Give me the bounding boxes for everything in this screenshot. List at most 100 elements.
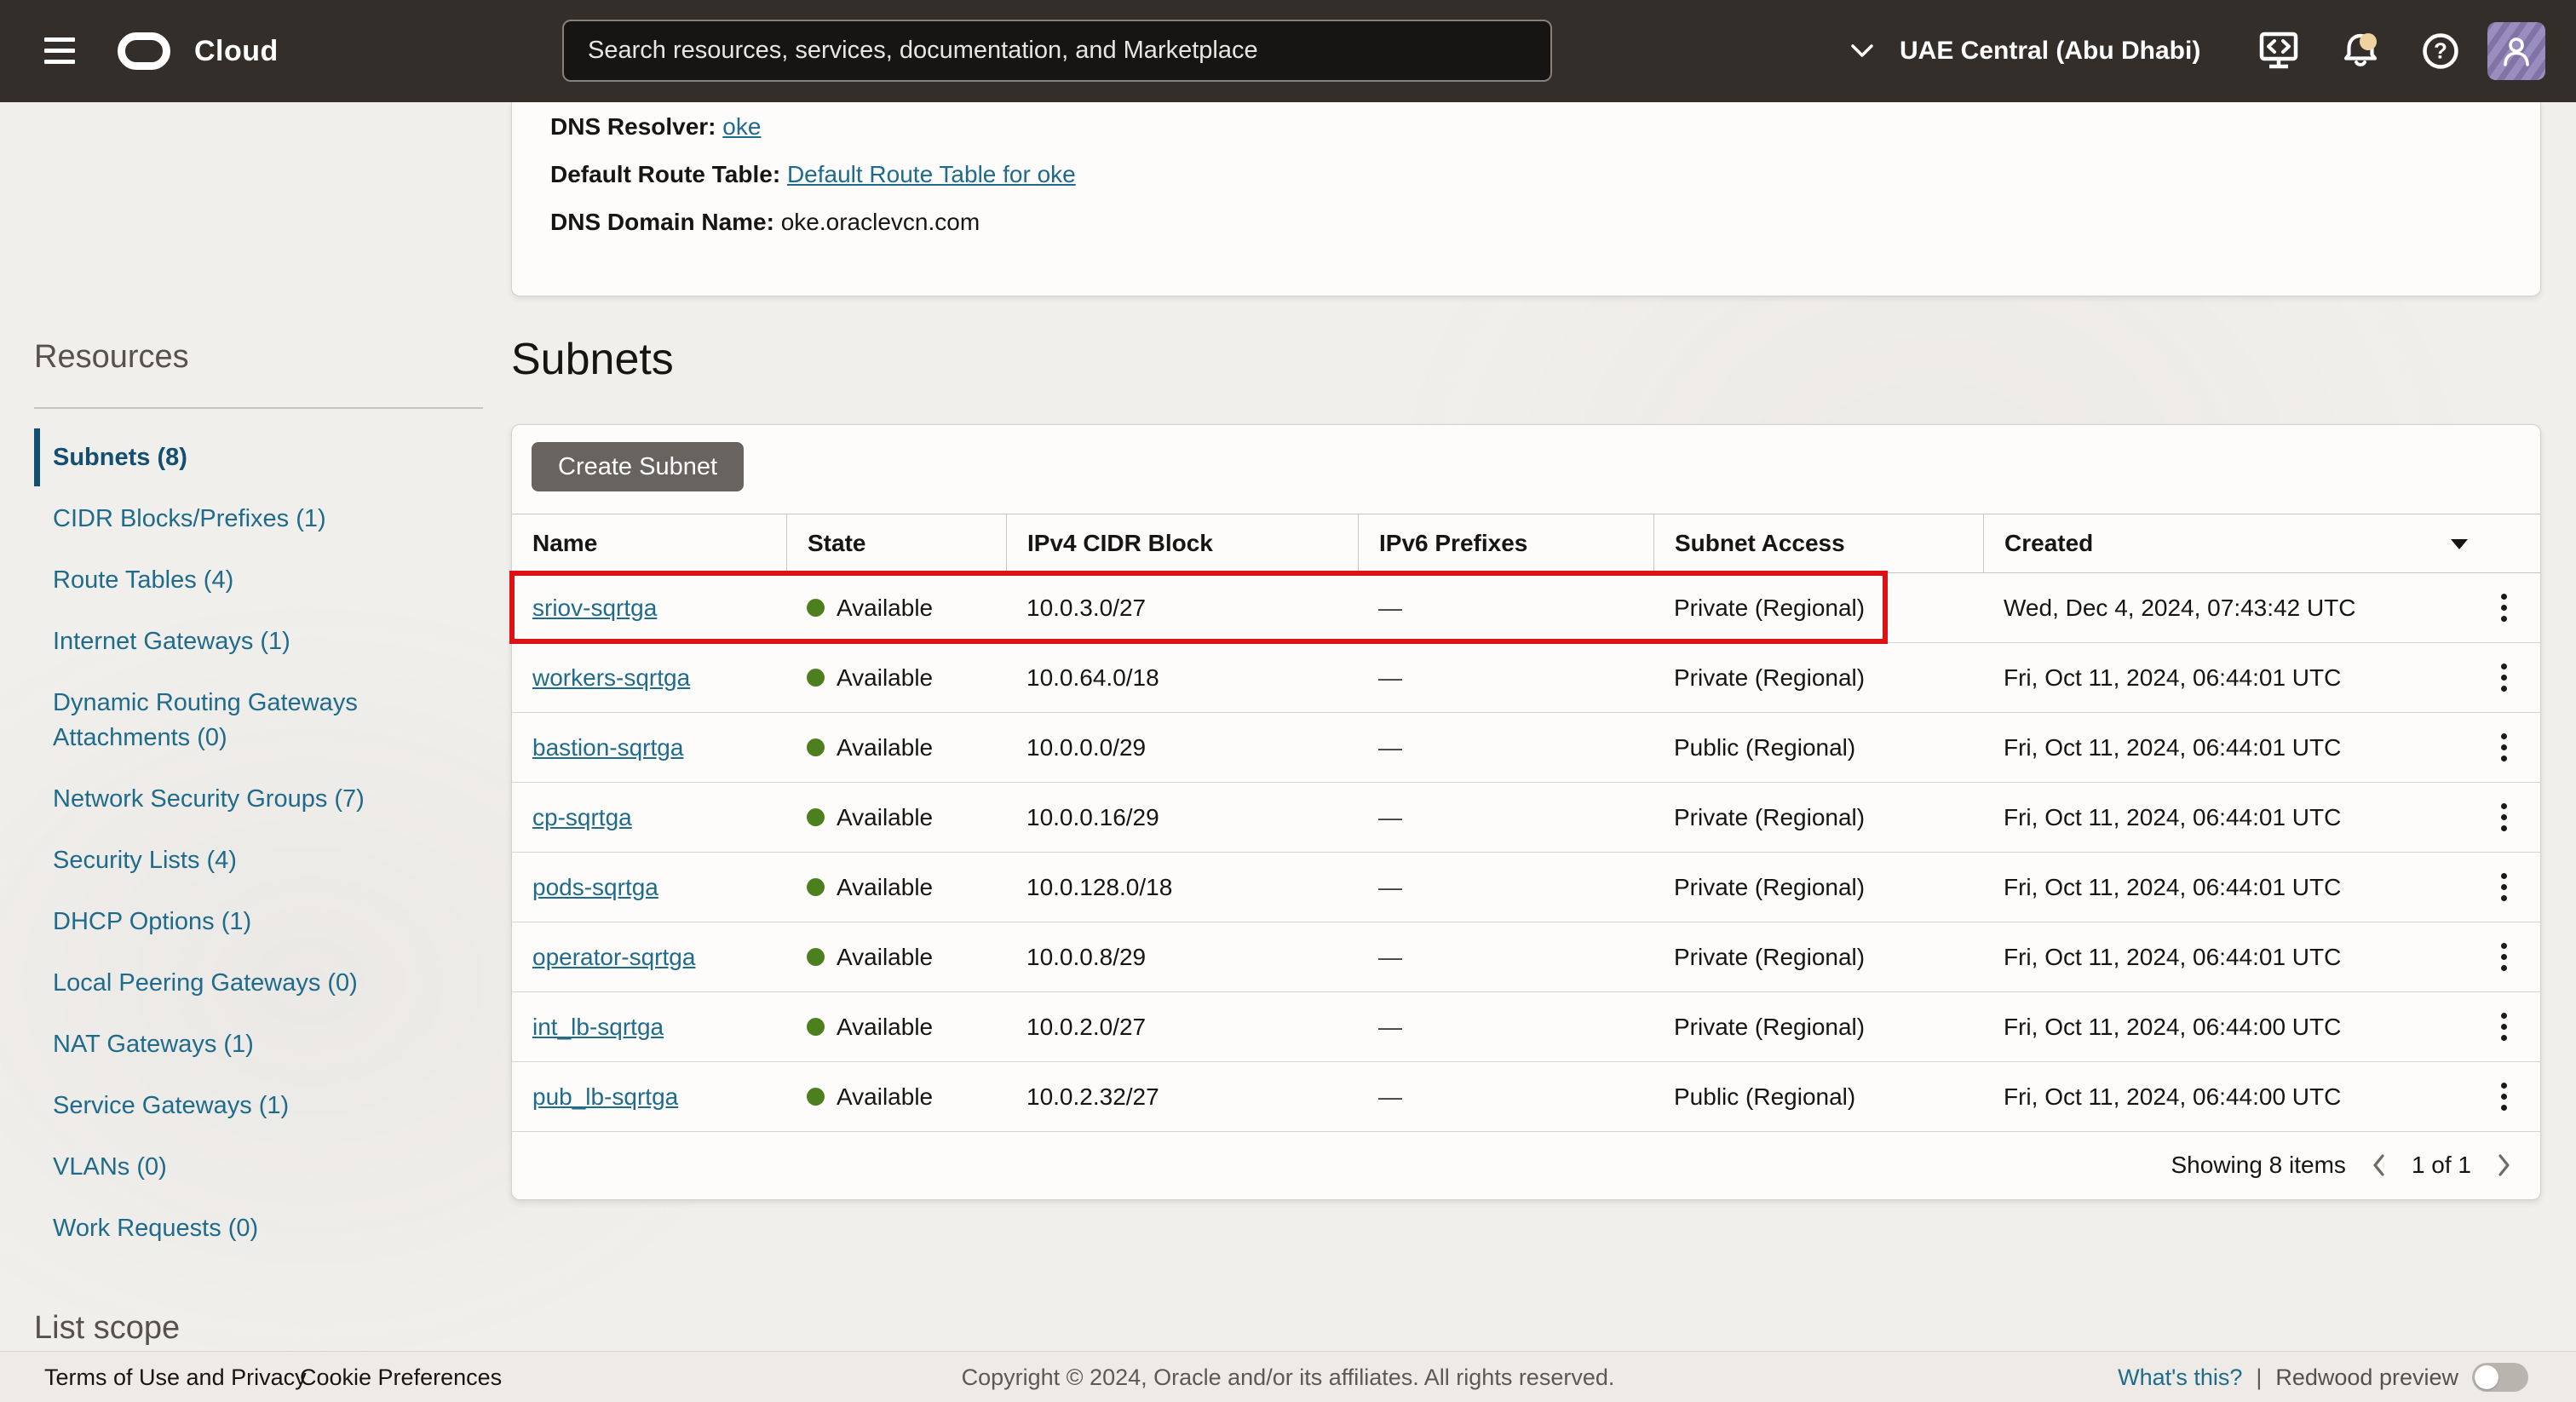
status-dot-icon bbox=[807, 948, 825, 966]
page-title: Subnets bbox=[511, 335, 674, 384]
terms-link[interactable]: Terms of Use and Privacy bbox=[44, 1364, 307, 1390]
ipv6-prefixes-cell: — bbox=[1378, 1013, 1402, 1040]
vcn-details-card: DNS Resolver: oke Default Route Table: D… bbox=[511, 102, 2541, 296]
sort-descending-icon[interactable] bbox=[2451, 539, 2468, 549]
dns-resolver-line: DNS Resolver: oke bbox=[550, 114, 2540, 140]
kebab-menu-icon[interactable] bbox=[2489, 589, 2518, 627]
sidebar-item-link[interactable]: Subnets (8) bbox=[53, 444, 187, 471]
sidebar-item: VLANs (0) bbox=[0, 1150, 460, 1185]
name-cell: operator-sqrtga bbox=[512, 922, 786, 991]
ipv6-prefixes-cell: — bbox=[1378, 733, 1402, 761]
subnet-name-link[interactable]: cp-sqrtga bbox=[532, 803, 632, 830]
page-prev-icon[interactable] bbox=[2372, 1152, 2386, 1178]
subnet-name-link[interactable]: int_lb-sqrtga bbox=[532, 1013, 664, 1040]
table-row: cp-sqrtga Available 10.0.0.16/29 — Private (… bbox=[512, 783, 2540, 853]
name-cell: workers-sqrtga bbox=[512, 643, 786, 712]
created-cell: Fri, Oct 11, 2024, 06:44:00 UTC bbox=[1983, 992, 2540, 1061]
kebab-menu-icon[interactable] bbox=[2489, 1008, 2518, 1046]
ipv4-cidr-cell: 10.0.0.0/29 bbox=[1026, 733, 1147, 761]
table-row: workers-sqrtga Available 10.0.64.0/18 — Priv… bbox=[512, 643, 2540, 713]
chevron-down-icon[interactable] bbox=[1850, 43, 1874, 63]
subnet-name-link[interactable]: operator-sqrtga bbox=[532, 943, 696, 970]
column-header-state[interactable]: State bbox=[786, 514, 1006, 572]
footer-separator: | bbox=[2256, 1364, 2263, 1390]
column-header-ipv6-prefixes[interactable]: IPv6 Prefixes bbox=[1358, 514, 1653, 572]
created-timestamp: Fri, Oct 11, 2024, 06:44:01 UTC bbox=[2004, 803, 2342, 830]
sidebar-item-link[interactable]: NAT Gateways (1) bbox=[53, 1031, 254, 1058]
redwood-preview-toggle[interactable] bbox=[2472, 1363, 2528, 1392]
notifications-bell-icon[interactable] bbox=[2341, 32, 2380, 71]
oracle-logo[interactable] bbox=[118, 32, 170, 70]
column-header-label: IPv6 Prefixes bbox=[1379, 530, 1528, 556]
sidebar-item-link[interactable]: Network Security Groups (7) bbox=[53, 785, 365, 813]
column-header-name[interactable]: Name bbox=[512, 514, 786, 572]
state-label: Available bbox=[837, 1083, 934, 1110]
column-header-ipv4-cidr-block[interactable]: IPv4 CIDR Block bbox=[1006, 514, 1358, 572]
sidebar-divider bbox=[34, 407, 483, 409]
subnet-name-link[interactable]: bastion-sqrtga bbox=[532, 733, 684, 761]
sidebar-item: Route Tables (4) bbox=[0, 563, 460, 598]
cookie-preferences-link[interactable]: Cookie Preferences bbox=[300, 1364, 503, 1390]
subnets-table-card: Create Subnet Name State IPv4 CIDR Block IP… bbox=[509, 424, 2541, 1200]
created-timestamp: Fri, Oct 11, 2024, 06:44:01 UTC bbox=[2004, 943, 2342, 970]
kebab-menu-icon[interactable] bbox=[2489, 1078, 2518, 1116]
help-icon[interactable]: ? bbox=[2421, 32, 2460, 71]
column-header-label: IPv4 CIDR Block bbox=[1027, 530, 1213, 556]
subnet-name-link[interactable]: pub_lb-sqrtga bbox=[532, 1083, 679, 1110]
kebab-menu-icon[interactable] bbox=[2489, 869, 2518, 906]
column-header-label: Name bbox=[532, 530, 598, 556]
created-cell: Fri, Oct 11, 2024, 06:44:01 UTC bbox=[1983, 922, 2540, 991]
subnet-name-link[interactable]: workers-sqrtga bbox=[532, 664, 691, 691]
route-table-link[interactable]: Default Route Table for oke bbox=[786, 161, 1076, 187]
status-dot-icon bbox=[807, 878, 825, 896]
sidebar-item-link[interactable]: CIDR Blocks/Prefixes (1) bbox=[53, 505, 326, 532]
redwood-preview-label: Redwood preview bbox=[2275, 1364, 2458, 1390]
subnet-access-cell: Private (Regional) bbox=[1674, 664, 1866, 691]
user-avatar[interactable] bbox=[2487, 22, 2545, 80]
cloud-shell-icon[interactable] bbox=[2259, 32, 2298, 71]
created-timestamp: Fri, Oct 11, 2024, 06:44:01 UTC bbox=[2004, 873, 2342, 900]
sidebar-item-link[interactable]: Dynamic Routing Gateways Attachments (0) bbox=[53, 689, 358, 751]
list-scope-heading: List scope bbox=[34, 1310, 181, 1346]
state-label: Available bbox=[837, 733, 934, 761]
kebab-menu-icon[interactable] bbox=[2489, 729, 2518, 767]
subnet-name-link[interactable]: pods-sqrtga bbox=[532, 873, 658, 900]
status-dot-icon bbox=[807, 599, 825, 617]
sidebar-item-link[interactable]: VLANs (0) bbox=[53, 1153, 167, 1181]
status-dot-icon bbox=[807, 738, 825, 756]
created-cell: Fri, Oct 11, 2024, 06:44:00 UTC bbox=[1983, 1062, 2540, 1131]
state-label: Available bbox=[837, 803, 934, 830]
hamburger-icon[interactable] bbox=[44, 37, 75, 65]
kebab-menu-icon[interactable] bbox=[2489, 659, 2518, 697]
sidebar-item: NAT Gateways (1) bbox=[0, 1027, 460, 1062]
sidebar-item-link[interactable]: Route Tables (4) bbox=[53, 566, 234, 594]
route-table-label: Default Route Table: bbox=[550, 161, 781, 187]
sidebar-item: Subnets (8) bbox=[0, 428, 460, 486]
ipv6-prefixes-cell: — bbox=[1378, 943, 1402, 970]
sidebar-item-link[interactable]: Security Lists (4) bbox=[53, 847, 237, 874]
subnet-name-link[interactable]: sriov-sqrtga bbox=[532, 594, 658, 621]
dns-resolver-link[interactable]: oke bbox=[722, 113, 762, 140]
state-cell: Available bbox=[786, 573, 1006, 642]
region-selector[interactable]: UAE Central (Abu Dhabi) bbox=[1900, 37, 2201, 65]
create-subnet-button[interactable]: Create Subnet bbox=[532, 442, 745, 491]
dns-resolver-label: DNS Resolver: bbox=[550, 113, 716, 140]
sidebar-item-link[interactable]: DHCP Options (1) bbox=[53, 908, 252, 935]
created-timestamp: Fri, Oct 11, 2024, 06:44:01 UTC bbox=[2004, 664, 2342, 691]
kebab-menu-icon[interactable] bbox=[2489, 939, 2518, 976]
sidebar-item-link[interactable]: Local Peering Gateways (0) bbox=[53, 969, 358, 997]
sidebar-item-link[interactable]: Service Gateways (1) bbox=[53, 1092, 290, 1119]
column-header-subnet-access[interactable]: Subnet Access bbox=[1653, 514, 1983, 572]
name-cell: pub_lb-sqrtga bbox=[512, 1062, 786, 1131]
kebab-menu-icon[interactable] bbox=[2489, 799, 2518, 836]
sidebar-item: Internet Gateways (1) bbox=[0, 624, 460, 659]
sidebar-item-link[interactable]: Internet Gateways (1) bbox=[53, 628, 290, 655]
column-header-label: Created bbox=[2004, 530, 2094, 556]
page-next-icon[interactable] bbox=[2497, 1152, 2511, 1178]
state-label: Available bbox=[837, 1013, 934, 1040]
whats-this-link[interactable]: What's this? bbox=[2118, 1364, 2243, 1390]
topbar: Cloud UAE Central (Abu Dhabi) ? bbox=[0, 0, 2576, 102]
column-header-created[interactable]: Created bbox=[1983, 514, 2540, 572]
search-input[interactable] bbox=[562, 20, 1552, 82]
sidebar-item-link[interactable]: Work Requests (0) bbox=[53, 1215, 259, 1242]
